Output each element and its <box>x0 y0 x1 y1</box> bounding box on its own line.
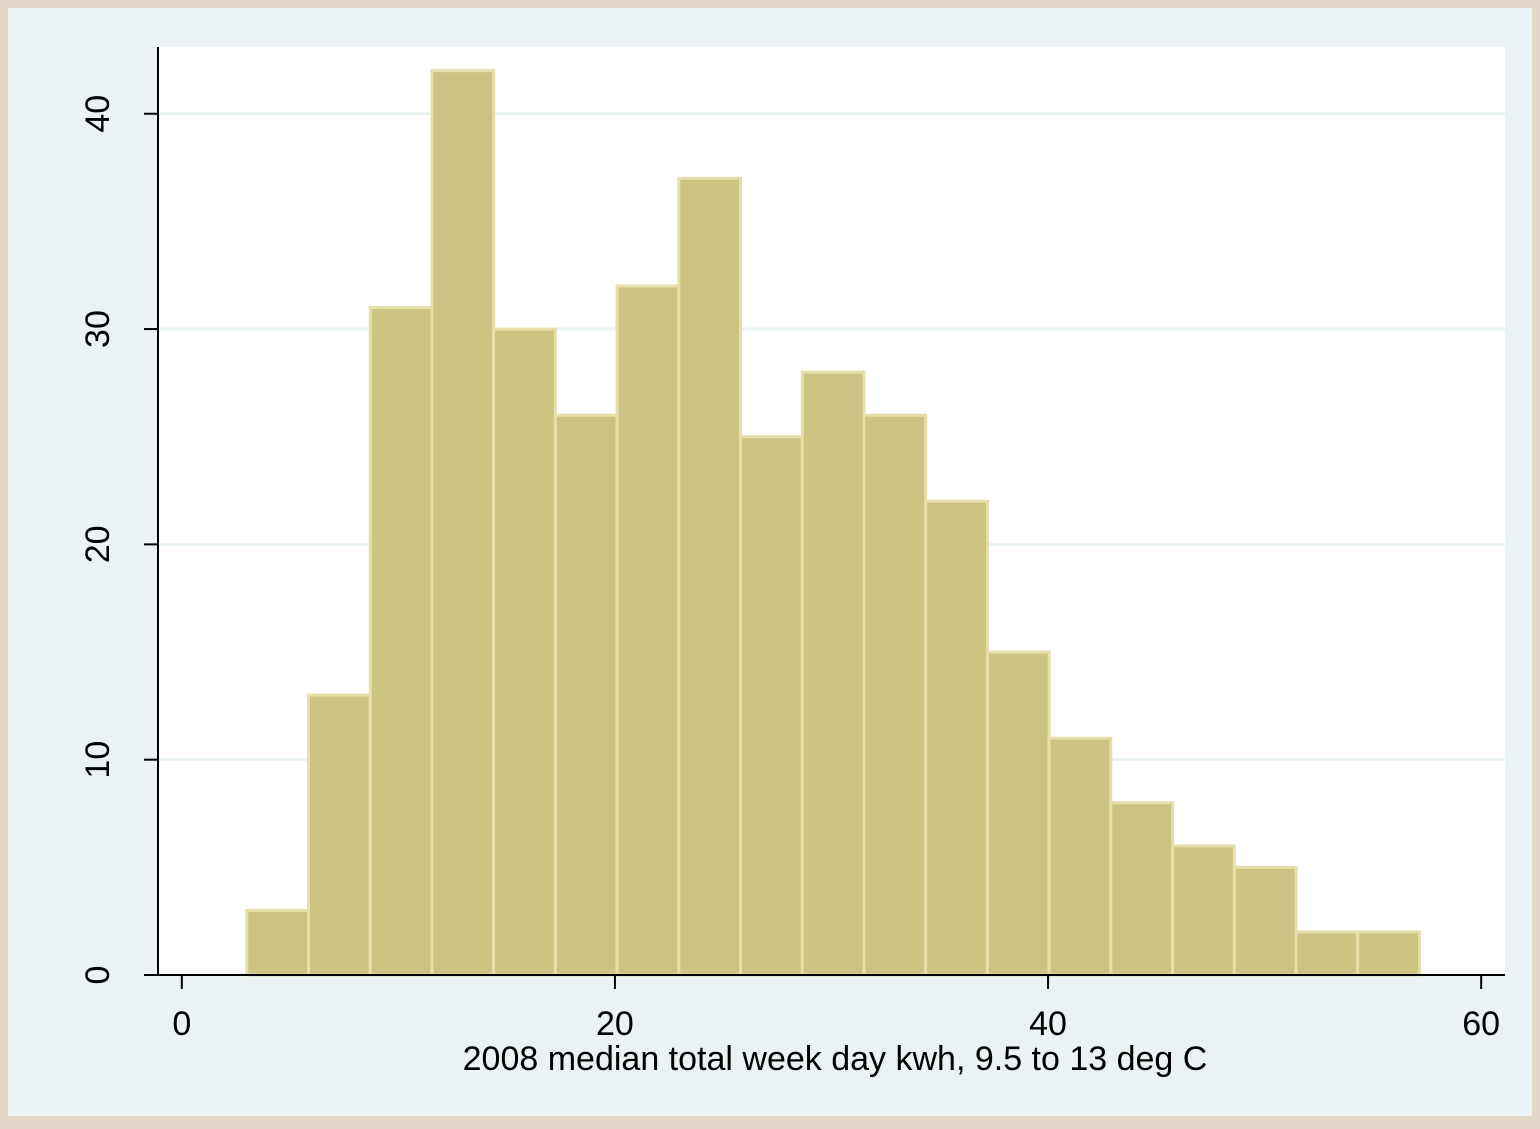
bar <box>1171 844 1236 977</box>
bar <box>245 908 311 977</box>
bar <box>1047 736 1113 977</box>
bar <box>862 413 928 977</box>
bar <box>615 284 681 977</box>
y-tick-label: 20 <box>79 525 117 563</box>
x-axis-title: 2008 median total week day kwh, 9.5 to 1… <box>463 1040 1208 1078</box>
y-tick-label: 10 <box>79 741 117 779</box>
bar <box>677 176 743 977</box>
axes: 0 10 20 30 40 0 20 40 60 <box>79 47 1505 1043</box>
bar <box>553 413 619 977</box>
bar <box>492 327 557 977</box>
y-tick-label: 0 <box>79 966 117 985</box>
bar <box>1356 930 1421 977</box>
x-tick-label: 0 <box>172 1005 191 1043</box>
x-tick-label: 40 <box>1029 1005 1067 1043</box>
bar <box>1294 930 1360 977</box>
y-tick-label: 40 <box>79 95 117 133</box>
bar <box>800 370 866 977</box>
y-tick-label: 30 <box>79 310 117 348</box>
x-tick-label: 20 <box>596 1005 634 1043</box>
bar <box>368 306 434 977</box>
bar <box>924 499 989 977</box>
bars <box>245 69 1421 977</box>
x-tick-label: 60 <box>1462 1005 1500 1043</box>
bar <box>430 69 496 977</box>
bar <box>985 650 1051 977</box>
bar <box>307 693 372 977</box>
bar <box>739 435 804 977</box>
bar <box>1109 801 1175 977</box>
bar <box>1232 865 1298 977</box>
